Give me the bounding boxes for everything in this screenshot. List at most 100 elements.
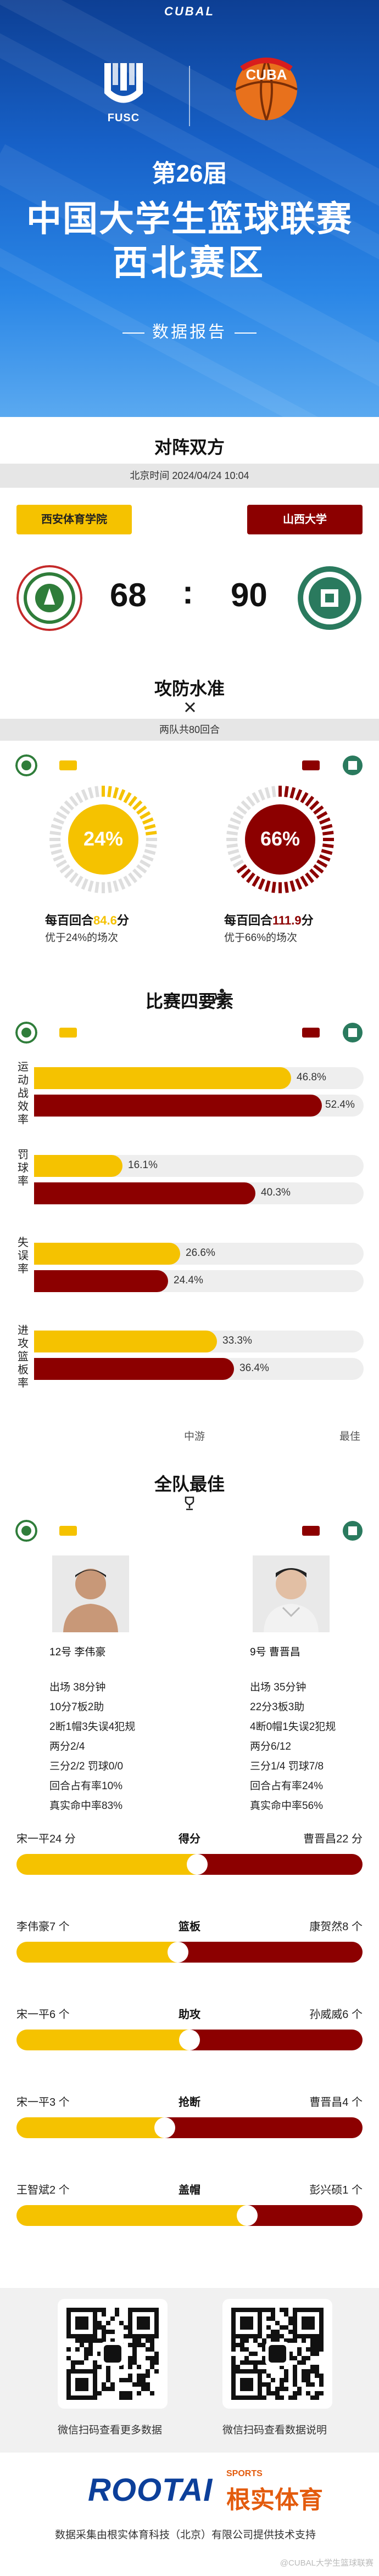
leader-category: 抢断 — [179, 2096, 200, 2109]
home-ring-tick — [107, 786, 112, 798]
leader-split-knob — [154, 2117, 175, 2138]
home-team-emblem — [16, 565, 82, 631]
home-ring-tick — [118, 878, 126, 890]
home-ring-tick — [69, 872, 79, 883]
away-ring-tick — [289, 787, 296, 799]
leader-category: 盖帽 — [179, 2184, 200, 2196]
home-ring-tick — [128, 872, 138, 883]
player-stat: 真实命中率56% — [250, 1800, 324, 1812]
player-stat: 出场 38分钟 — [49, 1682, 106, 1693]
cuba-logo: CUBA — [235, 58, 298, 121]
home-ring-tick — [64, 800, 74, 810]
leader-split-knob — [168, 1942, 188, 1963]
away-ring-tick — [321, 824, 333, 830]
basketball-player-icon — [211, 989, 224, 1005]
home-mini-emblem-2 — [15, 1022, 37, 1044]
away-per100-value: 111.9 — [272, 914, 302, 927]
fusc-text: FUSC — [107, 112, 140, 124]
right-qr-code[interactable] — [222, 2299, 332, 2409]
home-ring-tick — [53, 854, 65, 862]
away-ring-tick — [284, 786, 289, 798]
score-separator: : — [182, 574, 193, 611]
away-ring-tick — [236, 864, 247, 874]
away-ring-tick — [305, 872, 315, 883]
home-ring-tick — [53, 817, 65, 825]
home-ring-tick — [107, 881, 112, 893]
leader-away-bar — [197, 1854, 363, 1875]
home-ring-tick — [87, 787, 94, 799]
home-ring-tick — [94, 786, 99, 798]
away-ring-tick — [305, 796, 315, 807]
away-ring-tick — [300, 792, 309, 803]
matchup-title: 对阵双方 — [154, 437, 225, 457]
watermark: @CUBAL大学生篮球联赛 — [280, 2558, 374, 2568]
left-qr-code[interactable] — [58, 2299, 168, 2409]
fusc-logo: FUSC — [93, 60, 154, 125]
home-color-key — [59, 760, 77, 770]
home-ring-tick — [140, 859, 151, 868]
cuba-logo-text: CUBA — [246, 66, 287, 83]
home-ring-tick — [145, 831, 157, 836]
leader-split-knob — [179, 2030, 200, 2050]
factor-home-value: 16.1% — [128, 1159, 158, 1171]
home-mini-emblem-3 — [15, 1520, 37, 1542]
factor-label: 进攻篮板率 — [18, 1324, 29, 1389]
away-team-emblem — [298, 566, 361, 630]
leader-split-knob — [237, 2205, 258, 2226]
home-ring-tick — [75, 792, 83, 803]
factor-home-bar — [34, 1331, 217, 1352]
away-per100: 每百回合111.9分 — [224, 914, 314, 927]
axis-best-label: 最佳 — [339, 1431, 361, 1442]
away-player-photo — [253, 1555, 330, 1632]
leader-category: 篮板 — [179, 1921, 200, 1933]
away-ring-tick — [319, 817, 331, 825]
player-stat: 10分7板2助 — [49, 1701, 104, 1713]
factor-home-value: 33.3% — [222, 1335, 252, 1346]
home-ring-tick — [123, 876, 132, 887]
crossed-swords-icon — [185, 702, 196, 713]
away-ring-tick — [322, 843, 334, 848]
away-ring-tick — [295, 878, 303, 890]
player-stat: 两分2/4 — [49, 1741, 85, 1752]
leader-away-name: 康贺然8 个 — [309, 1921, 363, 1933]
hero-banner: CUBAL FUSC CUBA 第26届 中国大学生篮球联赛 西北赛区 数据报告 — [0, 0, 379, 417]
leader-split-knob — [187, 1854, 208, 1875]
home-per100-value: 84.6 — [93, 914, 117, 927]
trophy-icon — [185, 1496, 194, 1510]
home-score: 68 — [110, 577, 147, 613]
home-ring-tick — [140, 811, 151, 820]
home-ring-core — [68, 804, 138, 875]
home-team-tag: 西安体育学院 — [16, 505, 132, 534]
home-player-photo — [52, 1555, 129, 1632]
away-ring-tick — [316, 859, 328, 868]
away-ring-tick — [252, 792, 260, 803]
away-ring-tick — [271, 786, 276, 798]
leader-home-name: 宋一平6 个 — [16, 2009, 70, 2021]
section-divider — [0, 1012, 379, 1023]
footer-note: 数据采集由根实体育科技（北京）有限公司提供技术支持 — [55, 2529, 316, 2541]
away-ring-core — [245, 804, 315, 875]
leader-home-bar — [16, 1942, 178, 1963]
factor-home-value: 26.6% — [186, 1247, 215, 1259]
away-ring-tick — [226, 831, 238, 836]
away-ring-tick — [264, 787, 271, 799]
away-ring-tick — [258, 789, 265, 801]
leader-away-name: 彭兴硕1 个 — [309, 2184, 363, 2196]
away-ring-tick — [236, 805, 247, 815]
home-color-key-2 — [59, 1028, 77, 1038]
leader-home-bar — [16, 1854, 197, 1875]
away-ring-tick — [246, 872, 255, 883]
factor-away-bar — [34, 1358, 234, 1380]
leader-home-bar — [16, 2205, 247, 2226]
home-ring-tick — [64, 869, 74, 879]
home-ring-tick — [49, 831, 62, 836]
rootai-sports: SPORTS — [226, 2469, 263, 2478]
home-ring-tick — [132, 869, 143, 879]
factor-label: 失误率 — [18, 1237, 29, 1275]
home-ring-tick — [94, 881, 99, 893]
leader-away-bar — [190, 2030, 363, 2050]
home-ring-tick — [136, 864, 147, 874]
leader-away-name: 孙威威6 个 — [309, 2009, 363, 2021]
factor-away-value: 24.4% — [174, 1275, 203, 1286]
